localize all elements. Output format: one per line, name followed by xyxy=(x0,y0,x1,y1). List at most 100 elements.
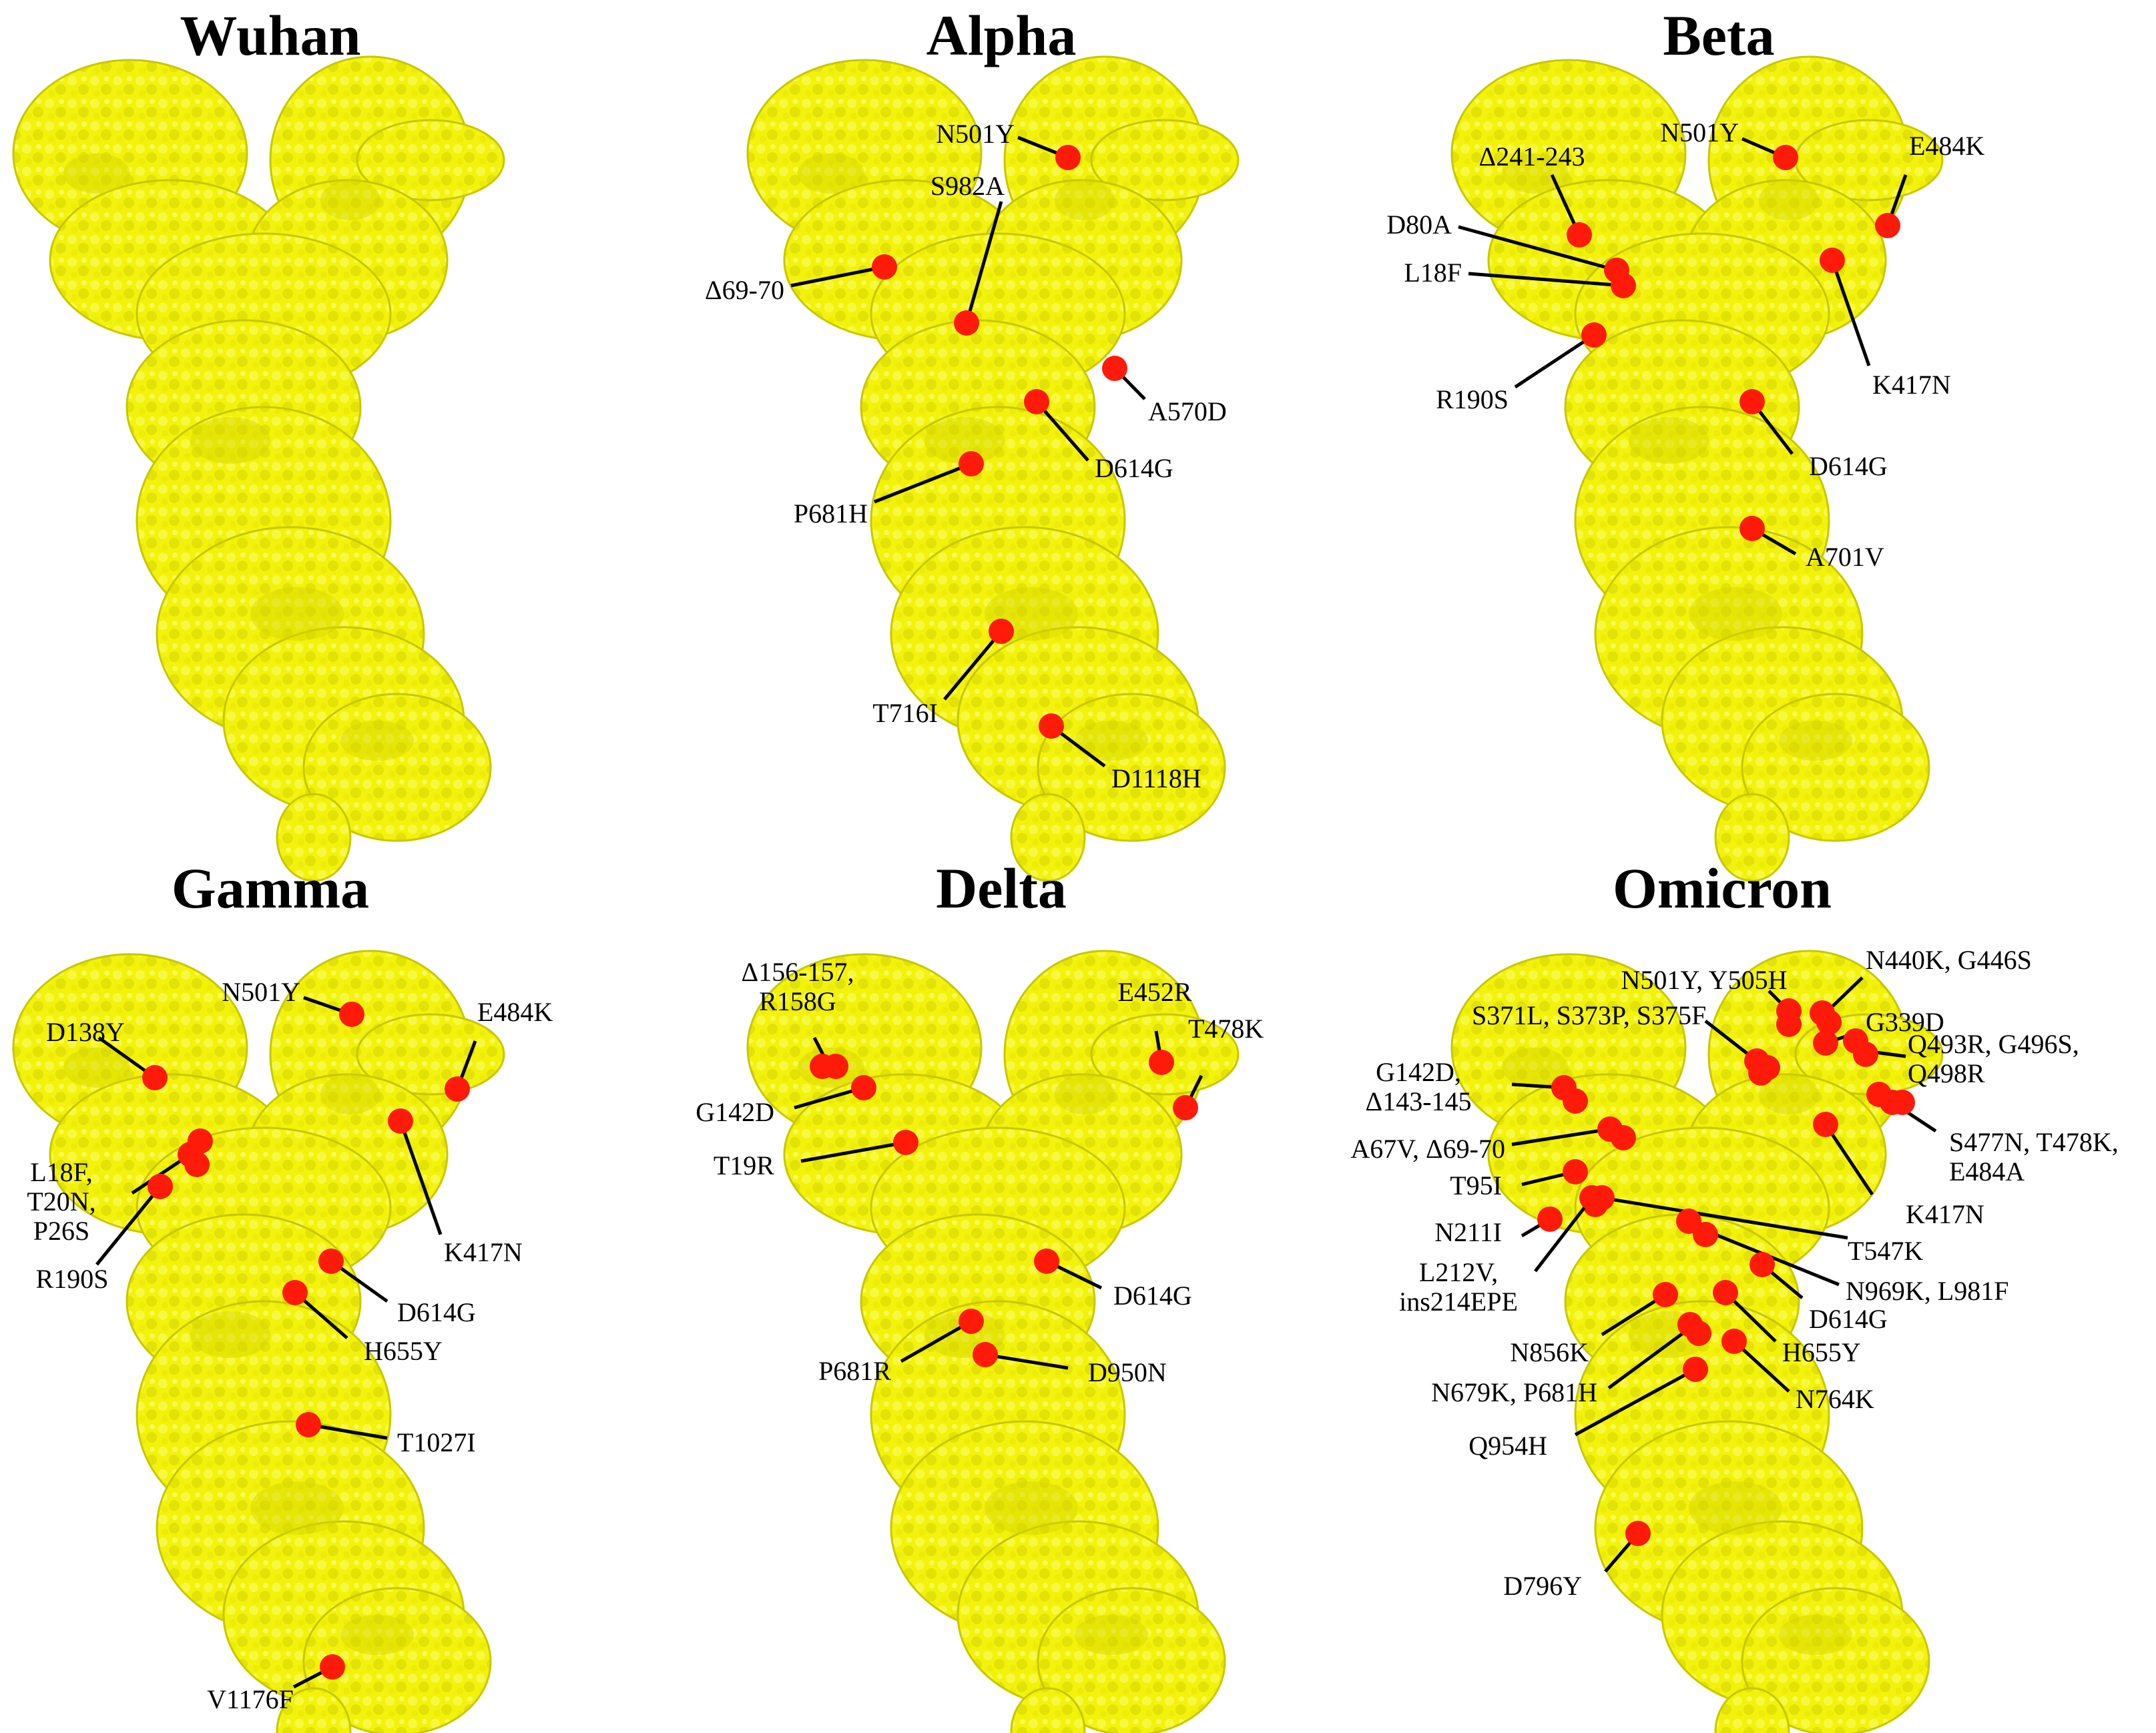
mutation-label: A570D xyxy=(1148,396,1227,426)
mutation-g142d-143-145: G142D, Δ143-145 xyxy=(1365,1057,1588,1116)
mutation-69-70: Δ69-70 xyxy=(705,254,897,305)
mutation-label: L18F, T20N, P26S xyxy=(27,1157,95,1246)
mutation-dot xyxy=(296,1412,321,1437)
mutation-label-line: N501Y xyxy=(222,977,300,1007)
mutation-label: E484K xyxy=(1909,131,1984,161)
mutation-n211i: N211I xyxy=(1434,1206,1563,1247)
mutation-label: T716I xyxy=(872,698,938,728)
mutation-label-line: Δ156-157, xyxy=(741,957,854,987)
mutation-dot xyxy=(1890,1090,1915,1115)
mutation-dot xyxy=(1749,1252,1775,1277)
leader-line xyxy=(95,1185,162,1266)
panel-title: Beta xyxy=(1663,3,1774,67)
mutation-label-line: E484K xyxy=(1909,131,1984,161)
mutation-label: D614G xyxy=(1095,453,1173,483)
leader-line xyxy=(943,630,1003,701)
mutation-label-line: D614G xyxy=(397,1297,476,1327)
mutation-d1118h: D1118H xyxy=(1039,713,1201,793)
mutation-label: N856K xyxy=(1510,1337,1589,1367)
mutation-label: S982A xyxy=(930,171,1005,201)
mutation-p681r: P681R xyxy=(818,1309,984,1386)
mutation-dot xyxy=(282,1280,308,1305)
mutation-dot xyxy=(1653,1282,1678,1307)
mutation-d614g: D614G xyxy=(1024,389,1173,483)
mutation-l18f-t20n-p26s: L18F, T20N, P26S xyxy=(27,1128,213,1246)
mutation-dot xyxy=(1776,1012,1802,1037)
mutation-label-line: A570D xyxy=(1148,396,1227,426)
leader-line xyxy=(1534,1196,1593,1273)
panel-title: Wuhan xyxy=(180,3,361,67)
mutation-label-line: T20N, xyxy=(27,1186,95,1217)
mutation-label-line: L18F, xyxy=(30,1157,92,1187)
mutation-label-line: Δ69-70 xyxy=(705,275,784,305)
mutation-dot xyxy=(388,1108,413,1134)
mutation-label: N679K, P681H xyxy=(1431,1377,1597,1407)
mutation-label: Q493R, G496S, Q498R xyxy=(1908,1029,2079,1088)
mutation-q954h: Q954H xyxy=(1468,1357,1708,1461)
mutation-dot xyxy=(1581,322,1607,348)
mutation-label: E452R xyxy=(1117,977,1191,1007)
mutation-dot xyxy=(320,1654,345,1680)
mutation-label: P681H xyxy=(794,498,868,529)
mutation-label: T95I xyxy=(1450,1170,1502,1200)
mutation-label: E484K xyxy=(477,997,553,1027)
mutation-label: Δ156-157, R158G xyxy=(741,957,854,1016)
mutation-label-line: R190S xyxy=(1436,384,1509,414)
mutation-dot xyxy=(1173,1095,1198,1120)
mutation-d950n: D950N xyxy=(973,1342,1167,1387)
mutation-label: H655Y xyxy=(364,1336,443,1366)
mutation-dot xyxy=(1773,145,1798,170)
mutation-n679k-p681h: N679K, P681H xyxy=(1431,1312,1711,1407)
mutation-dot xyxy=(1853,1042,1878,1067)
mutation-label-line: D614G xyxy=(1095,453,1173,483)
mutation-label-line: D138Y xyxy=(46,1017,125,1047)
mutation-label: G142D, Δ143-145 xyxy=(1365,1057,1471,1116)
mutation-label: N501Y xyxy=(936,119,1015,149)
mutation-dot xyxy=(184,1152,210,1177)
mutation-k417n: K417N xyxy=(388,1108,523,1267)
leader-line xyxy=(1607,1326,1691,1390)
mutation-g142d: G142D xyxy=(696,1075,876,1127)
mutation-label-line: Q493R, G496S, xyxy=(1908,1029,2079,1059)
panel-delta: Delta Δ156-157, R158G E452R T478K G142D T19R D… xyxy=(696,856,1264,1733)
mutation-label: D138Y xyxy=(46,1017,125,1047)
mutation-dot xyxy=(1739,516,1765,541)
mutation-dot xyxy=(851,1075,876,1100)
mutation-dot xyxy=(1820,248,1845,273)
mutation-h655y: H655Y xyxy=(1713,1280,1861,1367)
mutation-label: D80A xyxy=(1386,210,1452,240)
mutation-label-line: D614G xyxy=(1113,1281,1192,1311)
leader-line xyxy=(1514,333,1595,389)
mutation-label-line: D950N xyxy=(1088,1357,1167,1387)
mutation-label: D950N xyxy=(1088,1357,1167,1387)
mutation-dot xyxy=(1721,1329,1747,1354)
mutation-dot xyxy=(1567,222,1592,248)
mutation-dot xyxy=(1611,273,1636,298)
mutation-d614g: D614G xyxy=(1739,389,1888,481)
mutation-dot xyxy=(339,1002,364,1027)
mutation-dot xyxy=(959,451,984,476)
mutation-label-line: Q954H xyxy=(1468,1431,1547,1461)
mutation-p681h: P681H xyxy=(794,451,984,529)
mutation-dot xyxy=(1816,1010,1842,1035)
mutation-label: G142D xyxy=(696,1097,774,1127)
mutation-label: D614G xyxy=(397,1297,476,1327)
mutation-dot xyxy=(1563,1159,1588,1184)
mutation-dot xyxy=(1039,713,1064,739)
mutation-dot xyxy=(1563,1088,1588,1114)
mutation-label-line: G142D xyxy=(696,1097,774,1127)
mutation-label-line: V1176F xyxy=(207,1684,294,1714)
mutation-label-line: N764K xyxy=(1796,1384,1874,1414)
mutation-label-line: A701V xyxy=(1806,542,1884,572)
leader-line xyxy=(874,462,972,504)
mutation-n501y: N501Y xyxy=(936,119,1081,170)
mutation-dot xyxy=(989,619,1014,644)
mutation-label-line: E484A xyxy=(1949,1156,2025,1186)
mutation-label: K417N xyxy=(1872,370,1951,400)
mutation-dot xyxy=(1537,1206,1563,1232)
mutation-label: D614G xyxy=(1809,451,1888,481)
leader-line xyxy=(1458,225,1617,272)
mutation-label: D1118H xyxy=(1111,763,1201,793)
mutation-dot xyxy=(1739,389,1765,414)
